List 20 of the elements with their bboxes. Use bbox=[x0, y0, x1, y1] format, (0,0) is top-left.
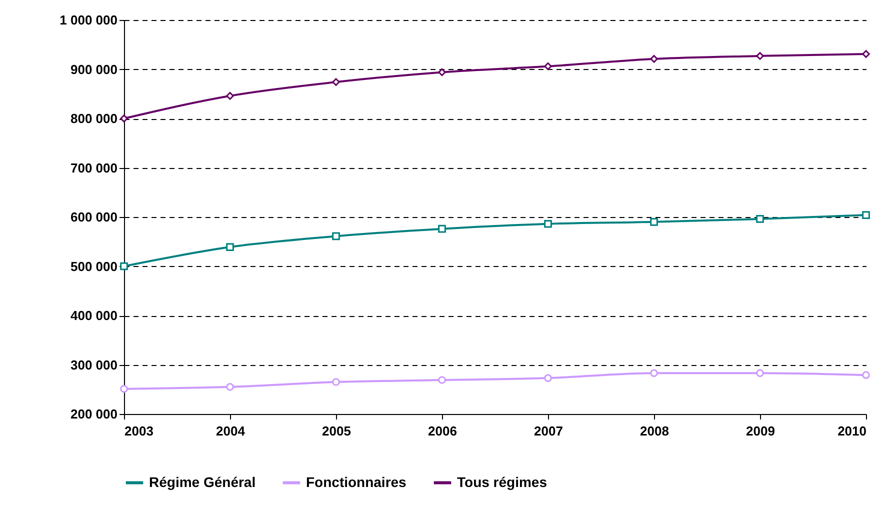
x-tick-label: 2007 bbox=[534, 424, 563, 438]
legend-label: Fonctionnaires bbox=[306, 474, 407, 490]
y-tick-label: 1 000 000 bbox=[60, 12, 118, 28]
y-tick-label: 200 000 bbox=[70, 406, 118, 422]
y-tick-label: 400 000 bbox=[70, 308, 118, 323]
x-tick-label: 2004 bbox=[216, 424, 246, 438]
x-tick-label: 2010 bbox=[838, 424, 866, 438]
x-tick-label: 2006 bbox=[428, 424, 457, 438]
legend-label: Régime Général bbox=[149, 474, 256, 490]
legend-label: Tous régimes bbox=[457, 474, 548, 490]
x-tick-label: 2008 bbox=[640, 424, 669, 438]
y-tick-label: 900 000 bbox=[70, 62, 118, 77]
y-tick-label: 500 000 bbox=[70, 258, 118, 274]
x-tick-label: 2005 bbox=[322, 424, 351, 438]
x-tick-label: 2009 bbox=[746, 424, 775, 438]
x-tick-label: 2003 bbox=[124, 424, 154, 438]
y-tick-label: 700 000 bbox=[70, 160, 118, 176]
y-tick-label: 600 000 bbox=[70, 210, 118, 224]
y-tick-label: 300 000 bbox=[70, 357, 118, 372]
y-tick-label: 800 000 bbox=[70, 111, 118, 126]
